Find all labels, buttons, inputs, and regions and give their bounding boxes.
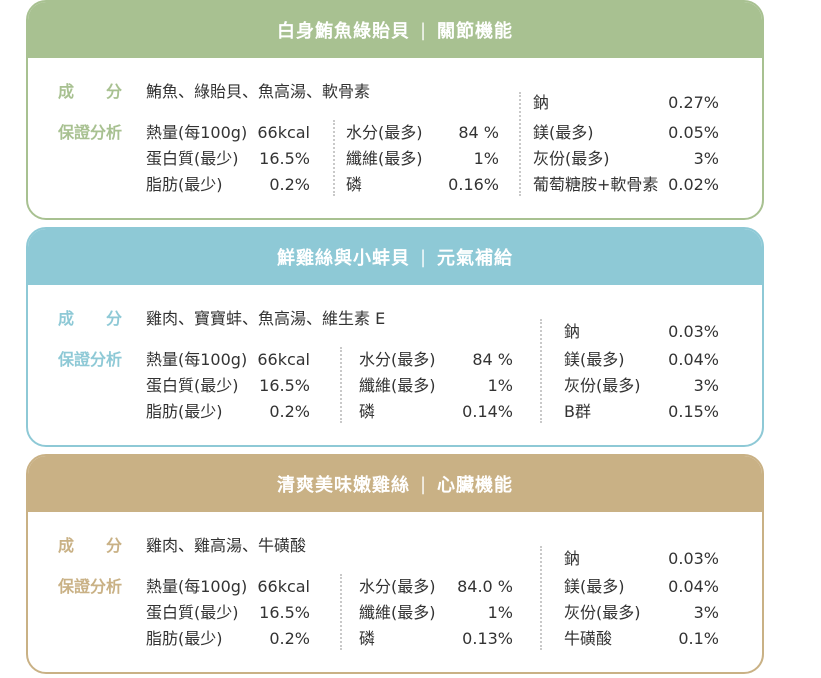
analysis-name: 灰份(最多): [564, 603, 641, 622]
analysis-value: 0.04%: [668, 577, 719, 596]
analysis-value: 1%: [487, 603, 513, 622]
analysis-name: 纖維(最多): [359, 603, 436, 622]
card-body: 成 分 雞肉、雞高湯、牛磺酸保證分析 熱量(每100g) 66kcal 蛋白質(最少) 1…: [28, 512, 762, 672]
product-function: 心臟機能: [437, 475, 514, 496]
product-title: 清爽美味嫩雞絲: [276, 475, 410, 496]
analysis-value: 84.0 %: [457, 577, 513, 596]
ingredients-label: 成 分: [58, 536, 123, 555]
ingredients-text: 雞肉、雞高湯、牛磺酸: [146, 536, 307, 555]
title-separator: |: [419, 19, 428, 41]
ingredients-label: 成 分: [58, 309, 123, 328]
product-card: 鮮雞絲與小蚌貝 | 元氣補給 成 分 雞肉、寶寶蚌、魚高湯、維生素 E 保證分析 熱量…: [26, 227, 764, 447]
analysis-name: 磷: [359, 402, 376, 421]
analysis-name: 牛磺酸: [564, 629, 613, 648]
analysis-name: 纖維(最多): [359, 376, 436, 395]
analysis-value: 0.05%: [668, 123, 719, 142]
analysis-name: 水分(最多): [359, 350, 436, 369]
analysis-value: 66kcal: [257, 577, 310, 596]
product-title: 鮮雞絲與小蚌貝: [276, 248, 410, 269]
analysis-value: 0.04%: [668, 350, 719, 369]
analysis-name: 熱量(每100g): [146, 577, 248, 596]
analysis-value: 0.16%: [448, 175, 499, 194]
card-header: 白身鮪魚綠貽貝 | 關節機能: [28, 2, 762, 58]
card-body: 成 分 鮪魚、綠貽貝、魚高湯、軟骨素保證分析 熱量(每100g) 66kcal 蛋白質(…: [28, 58, 762, 218]
analysis-name: 灰份(最多): [564, 376, 641, 395]
analysis-value: 3%: [693, 149, 719, 168]
product-card: 白身鮪魚綠貽貝 | 關節機能 成 分 鮪魚、綠貽貝、魚高湯、軟骨素保證分析 熱量(每…: [26, 0, 764, 220]
analysis-name: 蛋白質(最少): [146, 603, 239, 622]
column-divider: [333, 120, 335, 196]
card-header: 鮮雞絲與小蚌貝 | 元氣補給: [28, 229, 762, 285]
analysis-name: 鈉: [564, 322, 581, 341]
analysis-name: 蛋白質(最少): [146, 149, 239, 168]
product-function: 元氣補給: [437, 248, 514, 269]
analysis-value: 16.5%: [259, 603, 310, 622]
ingredients-label: 成 分: [58, 82, 123, 101]
analysis-value: 0.03%: [668, 322, 719, 341]
analysis-value: 66kcal: [257, 123, 310, 142]
analysis-name: 鎂(最多): [564, 350, 625, 369]
analysis-value: 16.5%: [259, 376, 310, 395]
analysis-value: 0.13%: [462, 629, 513, 648]
analysis-name: 磷: [346, 175, 363, 194]
analysis-value: 16.5%: [259, 149, 310, 168]
analysis-value: 0.2%: [269, 402, 310, 421]
ingredients-text: 鮪魚、綠貽貝、魚高湯、軟骨素: [146, 82, 371, 101]
analysis-value: 1%: [473, 149, 499, 168]
analysis-value: 1%: [487, 376, 513, 395]
analysis-name: 灰份(最多): [533, 149, 610, 168]
card-body: 成 分 雞肉、寶寶蚌、魚高湯、維生素 E 保證分析 熱量(每100g) 66kcal 蛋白…: [28, 285, 762, 445]
analysis-name: B群: [564, 402, 591, 421]
column-divider: [340, 574, 342, 650]
analysis-value: 0.2%: [269, 629, 310, 648]
column-divider: [340, 347, 342, 423]
column-divider: [540, 546, 542, 650]
analysis-name: 脂肪(最少): [146, 402, 223, 421]
analysis-name: 鈉: [564, 549, 581, 568]
analysis-value: 0.14%: [462, 402, 513, 421]
analysis-name: 脂肪(最少): [146, 629, 223, 648]
analysis-name: 水分(最多): [359, 577, 436, 596]
product-function: 關節機能: [437, 21, 514, 42]
card-header: 清爽美味嫩雞絲 | 心臟機能: [28, 456, 762, 512]
guarantee-label: 保證分析: [58, 577, 123, 596]
product-card: 清爽美味嫩雞絲 | 心臟機能 成 分 雞肉、雞高湯、牛磺酸保證分析 熱量(每100g…: [26, 454, 764, 674]
analysis-name: 水分(最多): [346, 123, 423, 142]
analysis-value: 0.27%: [668, 93, 719, 112]
analysis-value: 84 %: [472, 350, 513, 369]
analysis-value: 0.15%: [668, 402, 719, 421]
analysis-value: 0.2%: [269, 175, 310, 194]
analysis-name: 蛋白質(最少): [146, 376, 239, 395]
analysis-name: 熱量(每100g): [146, 123, 248, 142]
analysis-name: 磷: [359, 629, 376, 648]
analysis-value: 66kcal: [257, 350, 310, 369]
title-separator: |: [419, 473, 428, 495]
analysis-value: 3%: [693, 376, 719, 395]
ingredients-text: 雞肉、寶寶蚌、魚高湯、維生素 E: [146, 309, 386, 328]
column-divider: [540, 319, 542, 423]
analysis-name: 脂肪(最少): [146, 175, 223, 194]
guarantee-label: 保證分析: [58, 350, 123, 369]
column-divider: [519, 92, 521, 196]
analysis-value: 84 %: [458, 123, 499, 142]
analysis-name: 鎂(最多): [564, 577, 625, 596]
product-title: 白身鮪魚綠貽貝: [276, 21, 410, 42]
analysis-value: 0.1%: [678, 629, 719, 648]
analysis-name: 葡萄糖胺+軟骨素: [533, 175, 659, 194]
analysis-value: 0.02%: [668, 175, 719, 194]
analysis-name: 纖維(最多): [346, 149, 423, 168]
guarantee-label: 保證分析: [58, 123, 123, 142]
analysis-name: 鈉: [533, 93, 550, 112]
title-separator: |: [419, 246, 428, 268]
analysis-value: 0.03%: [668, 549, 719, 568]
analysis-name: 熱量(每100g): [146, 350, 248, 369]
analysis-name: 鎂(最多): [533, 123, 594, 142]
analysis-value: 3%: [693, 603, 719, 622]
